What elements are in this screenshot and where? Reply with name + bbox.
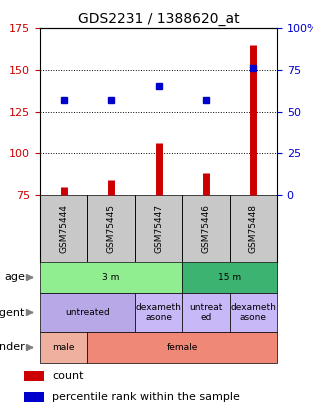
Text: male: male (53, 343, 75, 352)
Text: agent: agent (0, 307, 25, 318)
Text: gender: gender (0, 343, 25, 352)
Text: dexameth
asone: dexameth asone (230, 303, 276, 322)
Bar (230, 293, 277, 332)
Bar (40, 195, 87, 262)
Text: GSM75444: GSM75444 (59, 204, 68, 253)
Text: GSM75448: GSM75448 (249, 204, 258, 253)
Text: 3 m: 3 m (102, 273, 120, 282)
Bar (182, 262, 277, 293)
Bar (87, 332, 277, 363)
Text: percentile rank within the sample: percentile rank within the sample (52, 392, 240, 402)
Text: untreated: untreated (65, 308, 110, 317)
Bar (135, 195, 182, 262)
Bar (40, 262, 182, 293)
Text: GSM75447: GSM75447 (154, 204, 163, 253)
Text: female: female (167, 343, 198, 352)
Text: age: age (4, 273, 25, 283)
Bar (230, 195, 277, 262)
Title: GDS2231 / 1388620_at: GDS2231 / 1388620_at (78, 12, 239, 26)
Text: 15 m: 15 m (218, 273, 241, 282)
Text: count: count (52, 371, 84, 381)
Bar (87, 195, 135, 262)
Text: untreat
ed: untreat ed (189, 303, 223, 322)
Text: GSM75446: GSM75446 (201, 204, 210, 253)
Bar (40, 332, 87, 363)
Text: GSM75445: GSM75445 (107, 204, 115, 253)
Bar (182, 195, 230, 262)
Bar (24, 371, 44, 381)
Bar (135, 293, 182, 332)
Bar (182, 293, 230, 332)
Text: dexameth
asone: dexameth asone (136, 303, 182, 322)
Bar (24, 392, 44, 402)
Bar (40, 293, 135, 332)
